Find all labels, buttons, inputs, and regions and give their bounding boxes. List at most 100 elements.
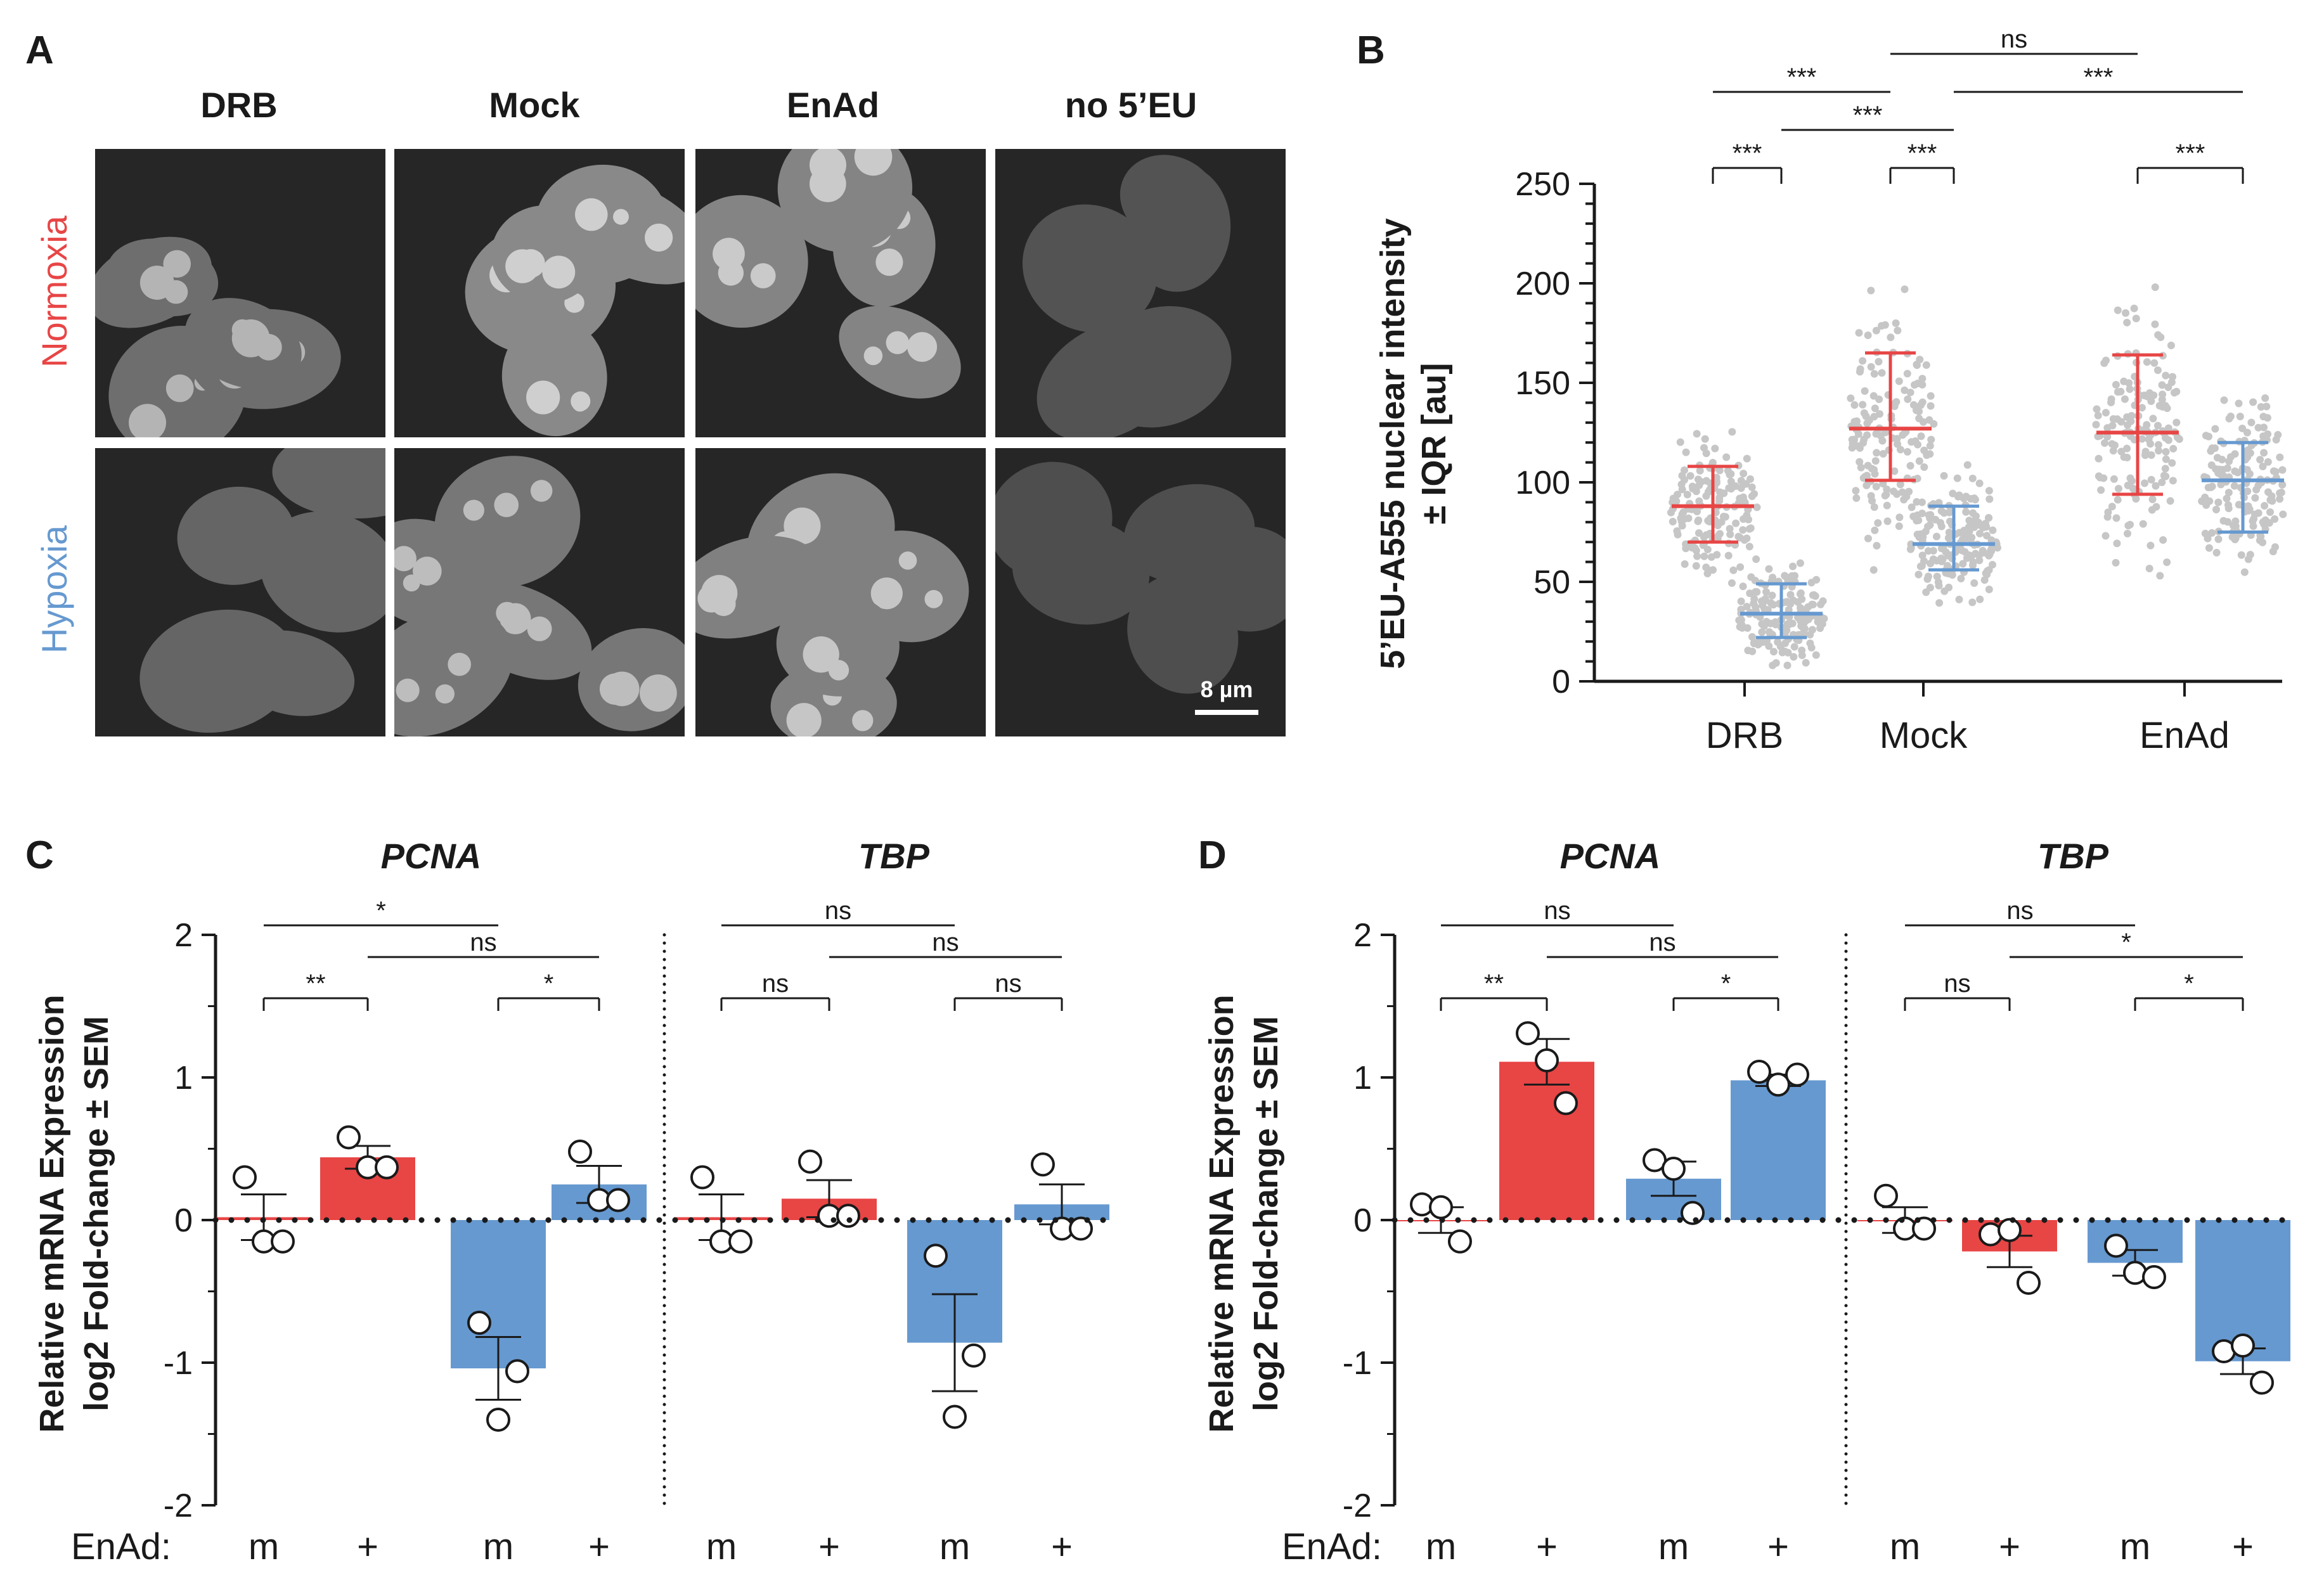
data-point (1783, 661, 1791, 669)
y-tick-label: -2 (1343, 1488, 1372, 1524)
data-point (2263, 414, 2271, 422)
data-point (1790, 572, 1798, 580)
data-point (1695, 516, 1703, 524)
data-point (1746, 589, 1754, 598)
data-point (1959, 560, 1967, 568)
data-point (1807, 643, 1816, 652)
nucleus (1123, 484, 1255, 583)
data-point (1856, 368, 1864, 376)
data-point (2114, 388, 2122, 396)
y-tick-label: 150 (1515, 365, 1570, 402)
data-point (2164, 424, 2172, 432)
data-point (1672, 497, 1681, 505)
data-point (1985, 551, 1993, 560)
data-point (2259, 423, 2268, 432)
data-point (2225, 457, 2233, 465)
data-point (1758, 620, 1766, 628)
x-category-label: + (1999, 1526, 2020, 1567)
data-point (2157, 333, 2165, 342)
data-point (2224, 489, 2233, 497)
replicate-point (568, 1140, 592, 1164)
data-point (1883, 501, 1891, 510)
data-point (1924, 522, 1932, 530)
data-point (2218, 456, 2226, 464)
data-point (1750, 595, 1759, 603)
data-point (1870, 370, 1878, 378)
nucleus (272, 448, 385, 518)
microscopy-image-normoxia-2 (695, 149, 986, 437)
data-point (1735, 616, 1743, 624)
data-point (1790, 653, 1798, 661)
data-point (2110, 475, 2118, 483)
data-point (1920, 463, 1928, 471)
nuclei-group (139, 448, 385, 733)
nuclei-group (995, 461, 1286, 694)
data-point (2259, 462, 2267, 470)
nuclei-group (695, 149, 961, 399)
nucleolus-spot (396, 678, 420, 702)
data-point (1856, 458, 1864, 466)
data-point (1682, 448, 1690, 456)
data-point (2141, 425, 2150, 433)
data-point (1683, 491, 1691, 499)
nucleolus-spot (713, 238, 745, 270)
data-point (2108, 421, 2117, 430)
data-point (1798, 651, 1806, 659)
data-point (1937, 507, 1946, 515)
nucleolus-spot (163, 250, 191, 278)
data-point (2243, 487, 2252, 496)
nucleolus-spot (139, 266, 174, 300)
data-point (2101, 439, 2109, 447)
y-axis-label-line2: log2 Fold-change ± SEM (77, 1016, 115, 1411)
data-point (1909, 401, 1918, 409)
data-point (1970, 494, 1979, 503)
data-point (1875, 357, 1883, 366)
data-point (1867, 286, 1875, 295)
y-tick-label: -1 (1343, 1345, 1372, 1382)
data-point (1692, 546, 1700, 555)
data-point (1753, 503, 1761, 511)
panel-a-microscopy: DRB Mock EnAd no 5’EU Normoxia Hypoxia 8… (34, 85, 1286, 736)
data-point (1940, 587, 1949, 595)
data-point (1963, 461, 1972, 469)
data-point (2108, 503, 2116, 511)
data-point (1906, 545, 1914, 553)
data-point (2217, 467, 2225, 475)
data-point (1861, 387, 1869, 395)
data-point (1859, 357, 1867, 365)
data-point (1727, 579, 1736, 587)
data-point (2159, 536, 2167, 544)
data-point (1903, 447, 1911, 456)
data-point (1680, 476, 1688, 484)
data-point (2224, 501, 2232, 509)
replicate-point (836, 1204, 860, 1228)
data-point (1680, 466, 1688, 474)
data-point (1782, 573, 1790, 581)
data-point (2096, 473, 2104, 482)
data-point (2139, 520, 2147, 528)
significance-label: ns (825, 897, 851, 925)
data-point (2230, 482, 2238, 490)
significance-label: * (544, 970, 554, 998)
data-point (1976, 521, 1984, 529)
replicate-point (486, 1408, 510, 1432)
replicate-point (1785, 1062, 1809, 1087)
data-point (1863, 431, 1871, 439)
significance-label: ns (762, 970, 789, 998)
data-point (1895, 513, 1904, 522)
data-point (1700, 552, 1708, 560)
data-point (1738, 624, 1746, 632)
data-point (1969, 509, 1977, 517)
data-point (2143, 358, 2151, 366)
data-point (1774, 638, 1782, 646)
data-point (2257, 402, 2265, 411)
replicate-point (2142, 1265, 2166, 1289)
data-point (1732, 519, 1740, 527)
significance-label: * (2121, 929, 2131, 956)
replicate-point (943, 1404, 967, 1429)
data-point (1967, 552, 1975, 560)
replicate-point (1069, 1216, 1093, 1241)
data-point (2124, 421, 2132, 429)
nucleolus-spot (500, 603, 531, 634)
data-point (1871, 526, 1879, 534)
